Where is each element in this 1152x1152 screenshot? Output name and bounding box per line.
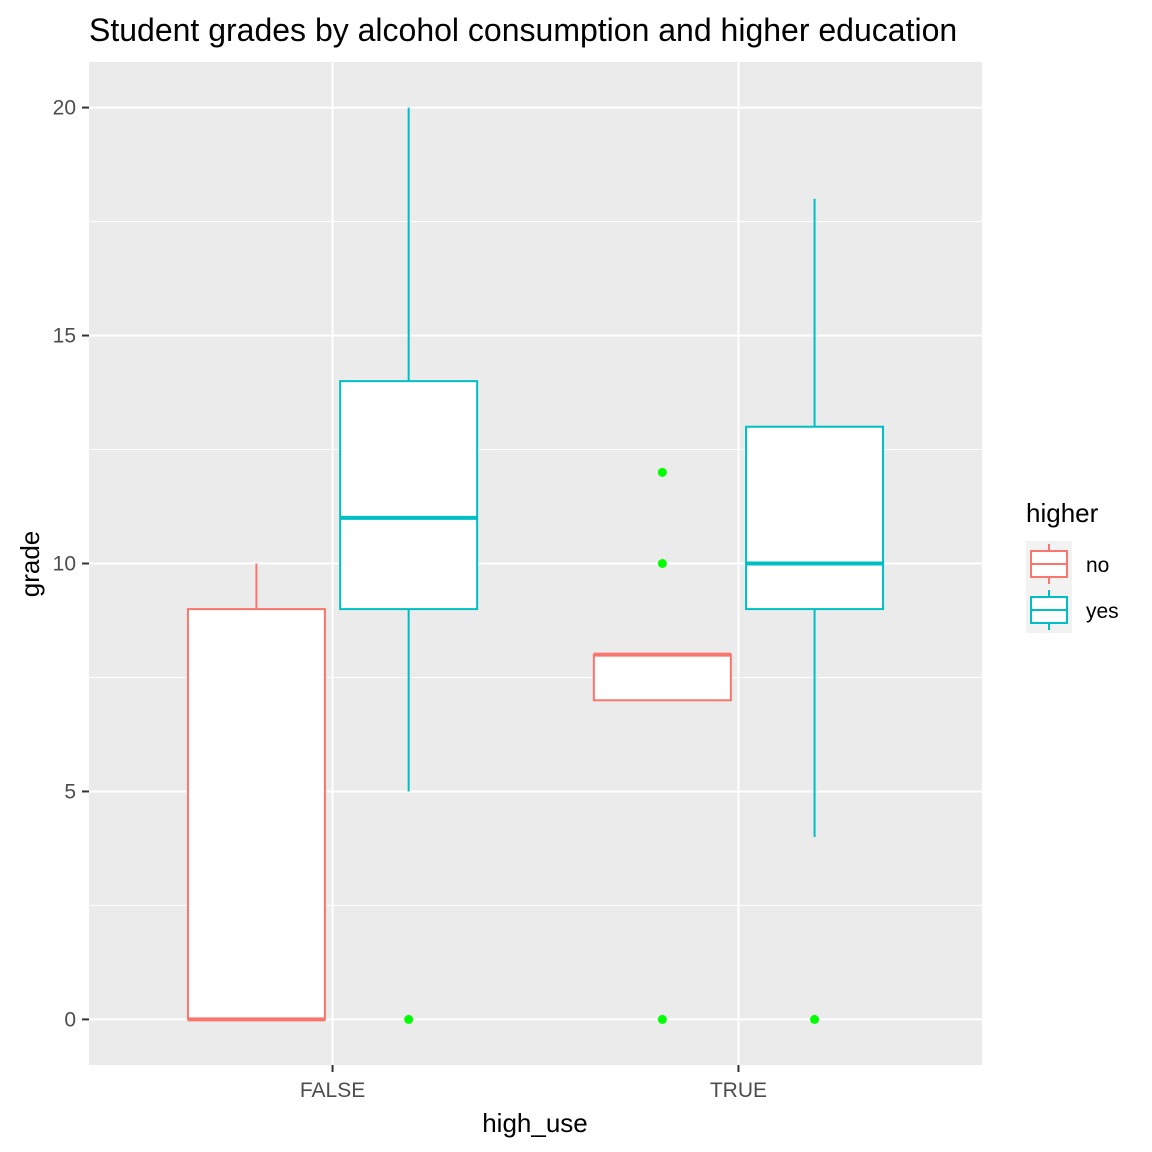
x-tick-label: TRUE <box>710 1079 767 1102</box>
outlier-point <box>657 467 667 477</box>
box-no-FALSE <box>186 563 326 1022</box>
box-yes-TRUE <box>745 198 885 1024</box>
legend-label: yes <box>1086 600 1119 623</box>
box-body <box>592 653 732 702</box>
outlier-point <box>810 1014 820 1024</box>
outlier-point <box>657 559 667 568</box>
box-no-TRUE <box>592 467 732 1024</box>
x-axis: FALSE TRUE <box>300 1065 767 1102</box>
y-tick-label: 15 <box>53 325 76 348</box>
box-yes-FALSE <box>339 107 479 1024</box>
y-tick-label: 20 <box>53 97 76 120</box>
y-axis-title: grade <box>15 531 45 598</box>
legend-item-no: no <box>1026 541 1109 587</box>
x-tick-label: FALSE <box>300 1079 365 1102</box>
y-tick-label: 0 <box>64 1008 76 1031</box>
outlier-point <box>404 1014 414 1024</box>
legend: higher no yes <box>1026 498 1119 633</box>
y-axis: 0 5 10 15 20 <box>53 97 89 1031</box>
box-body <box>339 380 479 611</box>
legend-title: higher <box>1026 498 1099 528</box>
box-body <box>186 608 326 1021</box>
outlier-point <box>657 1014 667 1024</box>
y-tick-label: 5 <box>64 780 76 803</box>
legend-label: no <box>1086 554 1109 577</box>
legend-item-yes: yes <box>1026 587 1119 633</box>
box-body <box>745 425 885 611</box>
y-tick-label: 10 <box>53 553 76 576</box>
chart-title: Student grades by alcohol consumption an… <box>89 12 957 48</box>
x-axis-title: high_use <box>482 1108 588 1138</box>
boxes-layer <box>186 107 885 1024</box>
